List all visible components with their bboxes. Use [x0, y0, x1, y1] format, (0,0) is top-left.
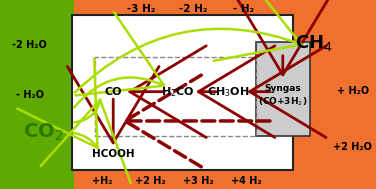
FancyArrowPatch shape	[125, 75, 270, 167]
Text: Syngas
(CO+3H$_2$): Syngas (CO+3H$_2$)	[258, 84, 308, 108]
FancyArrowPatch shape	[250, 46, 326, 138]
Text: H$_2$CO: H$_2$CO	[161, 85, 194, 99]
Text: +2 H₂O: +2 H₂O	[333, 143, 372, 152]
Text: +H₂: +H₂	[92, 177, 112, 186]
Text: CO$_2$: CO$_2$	[23, 122, 63, 143]
FancyArrowPatch shape	[74, 12, 164, 108]
FancyArrowPatch shape	[17, 59, 97, 148]
Text: CO: CO	[105, 87, 122, 97]
FancyArrowPatch shape	[237, 0, 329, 75]
FancyArrowPatch shape	[67, 67, 159, 143]
FancyArrowPatch shape	[199, 46, 275, 138]
Text: +2 H₂: +2 H₂	[135, 177, 165, 186]
Text: -3 H₂: -3 H₂	[127, 5, 155, 14]
FancyArrowPatch shape	[130, 46, 206, 138]
Text: HCOOH: HCOOH	[92, 149, 135, 159]
Text: + H₂O: + H₂O	[337, 86, 368, 96]
FancyBboxPatch shape	[0, 0, 74, 189]
FancyArrowPatch shape	[41, 100, 131, 183]
Text: +3 H₂: +3 H₂	[183, 177, 214, 186]
Text: -2 H₂O: -2 H₂O	[12, 40, 47, 50]
Text: CH$_4$: CH$_4$	[295, 33, 332, 53]
Text: -2 H₂: -2 H₂	[179, 5, 207, 14]
FancyBboxPatch shape	[256, 42, 310, 136]
Text: - H₂O: - H₂O	[16, 90, 44, 99]
Text: +4 H₂: +4 H₂	[232, 177, 262, 186]
FancyBboxPatch shape	[72, 15, 293, 170]
FancyArrowPatch shape	[75, 0, 301, 93]
Text: - H₂: - H₂	[232, 5, 254, 14]
Text: CH$_3$OH: CH$_3$OH	[207, 85, 250, 99]
